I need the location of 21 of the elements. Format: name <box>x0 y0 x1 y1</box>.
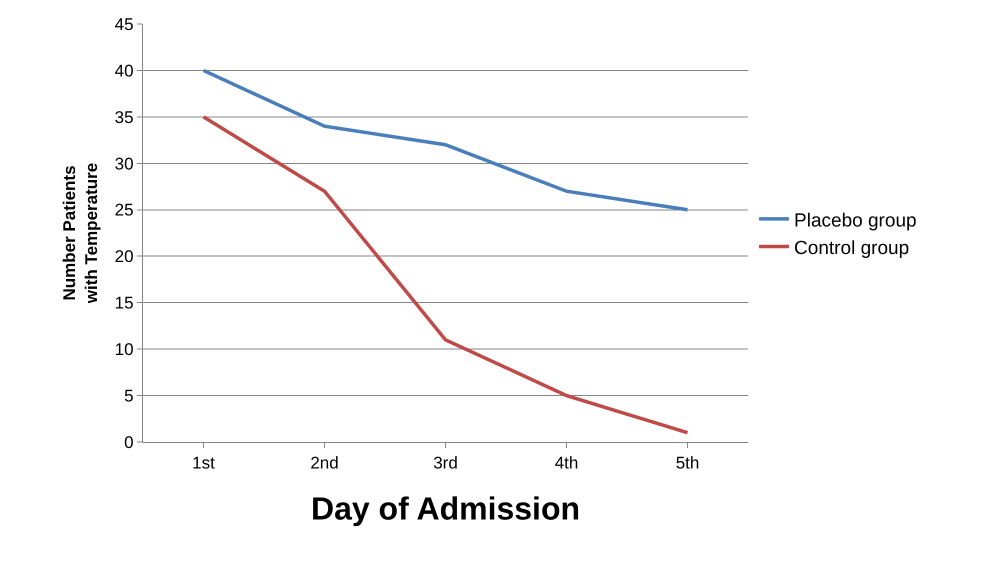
x-tick-label: 3rd <box>433 453 458 472</box>
y-tick-label: 25 <box>114 200 134 220</box>
x-tick-label: 1st <box>192 453 216 472</box>
y-tick-label: 20 <box>114 247 134 266</box>
x-axis-title: Day of Admission <box>310 490 580 526</box>
y-tick-label: 40 <box>114 61 134 80</box>
y-tick-label: 30 <box>114 154 134 174</box>
y-tick-label: 5 <box>124 386 134 406</box>
y-tick-label: 35 <box>114 108 134 127</box>
y-tick-label: 10 <box>114 340 134 360</box>
legend-label: Control group <box>794 238 910 259</box>
legend-label: Placebo group <box>794 210 917 232</box>
y-tick-label: 0 <box>124 432 134 452</box>
x-tick-label: 5th <box>676 453 700 472</box>
x-tick-label: 4th <box>554 453 578 472</box>
y-axis-title: Number Patients with Temperature <box>60 162 102 304</box>
line-series <box>202 68 690 212</box>
line-series <box>202 115 690 434</box>
x-tick-label: 2nd <box>310 453 339 472</box>
y-tick-label: 15 <box>114 294 134 313</box>
y-tick-label: 45 <box>114 14 134 34</box>
